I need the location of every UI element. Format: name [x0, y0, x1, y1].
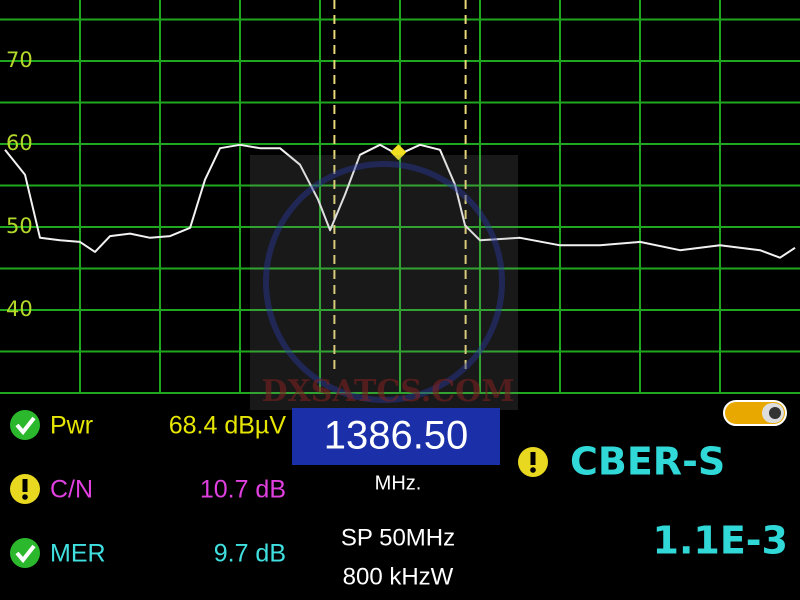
rbw: 800 kHzW: [343, 563, 454, 590]
ber-value: 1.1E-3: [653, 519, 789, 563]
status-ok: [10, 410, 40, 440]
watermark-logo: [263, 161, 505, 403]
ber-status: [518, 447, 548, 477]
exclamation: [530, 452, 536, 465]
readout-label: C/N: [50, 476, 93, 504]
ber-mode: CBER-S: [570, 440, 725, 484]
frequency: 1386.50: [324, 414, 469, 458]
status-ok: [10, 538, 40, 568]
readout-value: 68.4 dBµV: [169, 412, 287, 440]
watermark-box: [250, 155, 518, 410]
span: SP 50MHz: [341, 524, 455, 551]
marker: [390, 144, 407, 161]
readout-label: MER: [50, 540, 106, 568]
frequency-box: [292, 408, 500, 465]
y-tick-label: 70: [6, 48, 33, 72]
battery-icon: [723, 400, 787, 426]
battery-end: [769, 407, 781, 419]
readouts: Pwr 68.4 dBµV C/N 10.7 dB MER 9.7 dB: [10, 410, 286, 568]
exclamation: [22, 479, 28, 492]
spectrum-trace: [4, 143, 796, 259]
check: [15, 544, 36, 564]
readout-label: Pwr: [50, 412, 93, 440]
frequency-unit: MHz.: [375, 472, 422, 494]
readout-value: 9.7 dB: [214, 540, 286, 568]
y-tick-label: 50: [6, 214, 33, 238]
y-tick-label: 40: [6, 297, 33, 321]
check: [15, 416, 36, 436]
exclamation-dot: [22, 494, 28, 500]
watermark: DXSATCS.COM: [261, 374, 514, 409]
y-tick-label: 60: [6, 131, 33, 155]
exclamation-dot: [530, 467, 536, 473]
readout-value: 10.7 dB: [200, 476, 286, 504]
spectrum-plot: 4050607080: [0, 0, 800, 394]
